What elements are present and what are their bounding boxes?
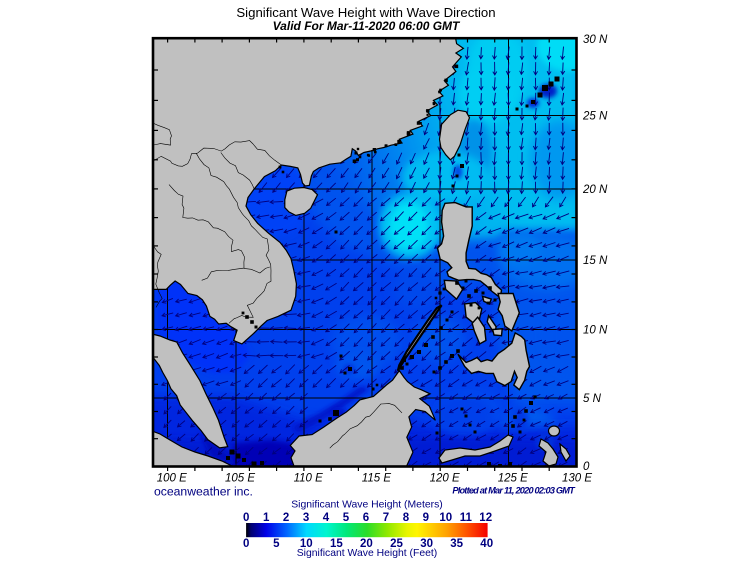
svg-text:40: 40 xyxy=(480,538,493,550)
svg-text:1: 1 xyxy=(263,512,270,524)
svg-text:100 E: 100 E xyxy=(157,473,187,485)
svg-text:25 N: 25 N xyxy=(582,111,608,123)
svg-text:Significant Wave Height (Feet): Significant Wave Height (Feet) xyxy=(297,548,438,559)
svg-text:25: 25 xyxy=(390,538,403,550)
svg-text:5: 5 xyxy=(343,512,350,524)
svg-text:8: 8 xyxy=(403,512,410,524)
svg-text:Significant Wave Height (Meter: Significant Wave Height (Meters) xyxy=(291,500,443,511)
svg-text:5 N: 5 N xyxy=(583,393,602,405)
svg-text:0: 0 xyxy=(243,512,249,524)
svg-text:Plotted at Mar 11, 2020 02:03: Plotted at Mar 11, 2020 02:03 GMT xyxy=(452,485,576,495)
svg-text:12: 12 xyxy=(479,512,492,524)
svg-text:120 E: 120 E xyxy=(430,473,460,485)
svg-text:oceanweather inc.: oceanweather inc. xyxy=(154,485,253,499)
svg-text:105 E: 105 E xyxy=(225,473,255,485)
svg-text:9: 9 xyxy=(423,512,429,524)
svg-text:11: 11 xyxy=(460,512,473,524)
svg-text:0: 0 xyxy=(583,461,590,473)
svg-text:6: 6 xyxy=(363,512,369,524)
svg-text:2: 2 xyxy=(283,512,289,524)
svg-text:0: 0 xyxy=(243,538,249,550)
svg-text:30: 30 xyxy=(420,538,433,550)
svg-text:10 N: 10 N xyxy=(583,325,608,337)
svg-text:20 N: 20 N xyxy=(582,184,608,196)
svg-text:15 N: 15 N xyxy=(583,255,608,267)
svg-text:Valid For Mar-11-2020 06:00 GM: Valid For Mar-11-2020 06:00 GMT xyxy=(273,19,461,33)
svg-text:4: 4 xyxy=(323,512,330,524)
svg-text:7: 7 xyxy=(383,512,389,524)
svg-text:130 E: 130 E xyxy=(562,473,592,485)
svg-text:5: 5 xyxy=(273,538,280,550)
svg-text:10: 10 xyxy=(439,512,452,524)
svg-text:125 E: 125 E xyxy=(498,473,528,485)
svg-text:Significant Wave Height with W: Significant Wave Height with Wave Direct… xyxy=(236,5,495,20)
svg-text:20: 20 xyxy=(360,538,373,550)
svg-text:110 E: 110 E xyxy=(294,473,324,485)
svg-text:15: 15 xyxy=(330,538,343,550)
svg-text:35: 35 xyxy=(450,538,463,550)
svg-text:3: 3 xyxy=(303,512,309,524)
svg-text:10: 10 xyxy=(300,538,313,550)
svg-text:115 E: 115 E xyxy=(362,473,392,485)
svg-text:30 N: 30 N xyxy=(583,34,608,46)
